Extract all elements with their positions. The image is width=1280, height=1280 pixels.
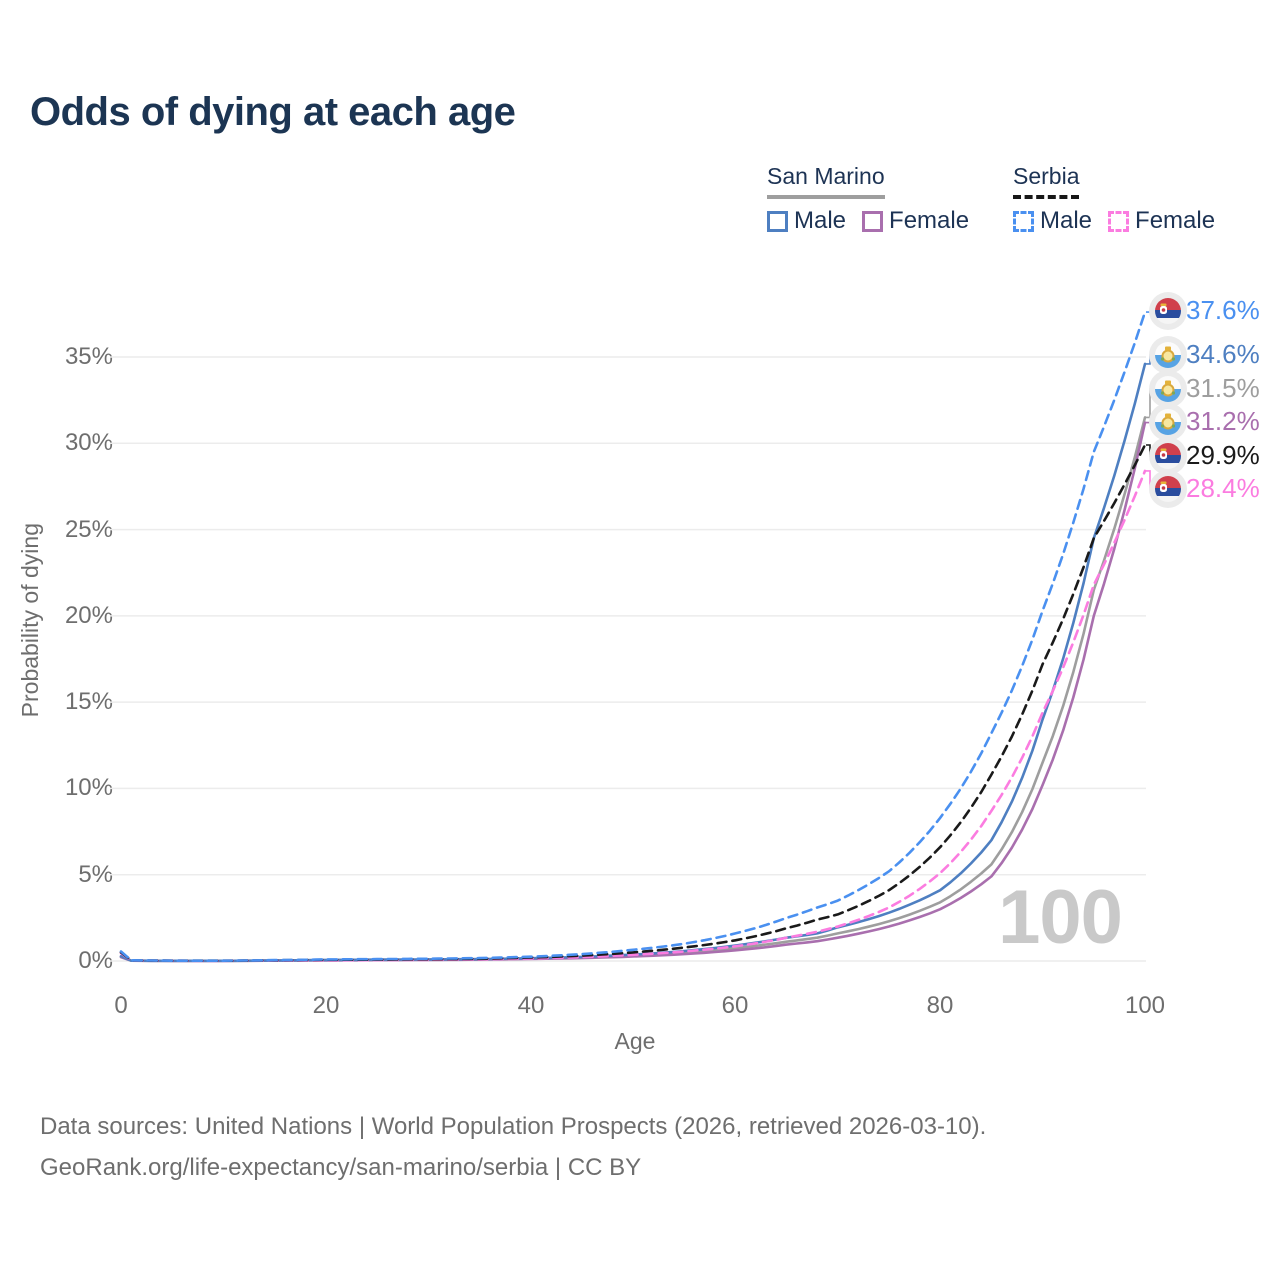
legend-label: Female (1135, 207, 1216, 234)
x-tick-label: 0 (114, 992, 128, 1019)
footer-attribution-link: GeoRank.org/life-expectancy/san-marino/s… (40, 1154, 642, 1182)
legend-country-san-marino: San Marino (767, 163, 885, 199)
y-tick-label: 20% (64, 602, 113, 629)
series-line-san-marino-female (119, 421, 1147, 963)
flag-san-marino-icon (1149, 403, 1187, 441)
y-tick-label: 30% (64, 429, 113, 456)
page-title: Odds of dying at each age (30, 90, 516, 134)
series-line-serbia-male (119, 310, 1147, 962)
legend-item-san-marino-female[interactable]: Female (862, 207, 969, 235)
legend-label: Male (1040, 207, 1093, 234)
end-label-connector (1146, 470, 1157, 490)
x-tick-label: 20 (312, 992, 340, 1019)
legend-group-san-marino: San Marino Male Female (767, 163, 969, 235)
footer-data-sources: Data sources: United Nations | World Pop… (40, 1113, 987, 1140)
legend-item-serbia-male[interactable]: Male (1013, 207, 1092, 235)
x-tick-label: 100 (1124, 992, 1166, 1019)
y-tick-label: 15% (64, 688, 113, 715)
age-watermark: 100 (998, 875, 1123, 960)
legend-swatch-serbia-female-icon (1108, 210, 1130, 232)
end-label-value-serbia-both: 29.9% (1186, 440, 1260, 470)
x-axis-title: Age (614, 1028, 656, 1054)
legend-label: Male (794, 207, 847, 234)
x-tick-label: 40 (517, 992, 545, 1019)
series-line-serbia-female (119, 469, 1147, 963)
legend-country-serbia: Serbia (1013, 163, 1080, 199)
legend-label: Female (889, 207, 970, 234)
series-line-san-marino-male (119, 362, 1147, 963)
end-label-value-serbia-male: 37.6% (1186, 295, 1260, 325)
flag-san-marino-icon (1149, 370, 1187, 408)
end-label-connector (1146, 388, 1157, 419)
legend-swatch-serbia-male-icon (1013, 210, 1034, 232)
series-line-serbia-both (119, 443, 1147, 962)
legend-item-san-marino-male[interactable]: Male (767, 207, 846, 235)
legend-swatch-san-marino-female-icon (862, 210, 884, 232)
y-tick-label: 10% (64, 774, 113, 801)
y-tick-label: 5% (78, 861, 113, 888)
x-tick-label: 80 (926, 992, 954, 1019)
end-label-connector (1146, 310, 1157, 313)
end-label-connector (1146, 354, 1157, 365)
footer: Data sources: United Nations | World Pop… (40, 1106, 986, 1189)
y-tick-label: 0% (78, 947, 113, 974)
flag-serbia-icon (1149, 437, 1187, 475)
x-tick-label: 60 (721, 992, 749, 1019)
flag-serbia-icon (1149, 470, 1187, 508)
end-label-value-san-marino-both: 31.5% (1186, 373, 1260, 403)
legend-swatch-san-marino-male-icon (767, 210, 788, 232)
series-line-san-marino-both (119, 416, 1147, 963)
y-tick-label: 35% (64, 343, 113, 370)
end-label-connector (1146, 444, 1157, 457)
legend-group-serbia: Serbia Male Female (1013, 163, 1215, 235)
end-label-value-san-marino-female: 31.2% (1186, 406, 1260, 436)
flag-san-marino-icon (1149, 336, 1187, 374)
end-label-connector (1146, 421, 1157, 424)
legend-item-serbia-female[interactable]: Female (1108, 207, 1215, 235)
end-label-value-serbia-female: 28.4% (1186, 473, 1260, 503)
flag-serbia-icon (1149, 292, 1187, 330)
y-tick-label: 25% (64, 516, 113, 543)
end-label-value-san-marino-male: 34.6% (1186, 339, 1260, 369)
